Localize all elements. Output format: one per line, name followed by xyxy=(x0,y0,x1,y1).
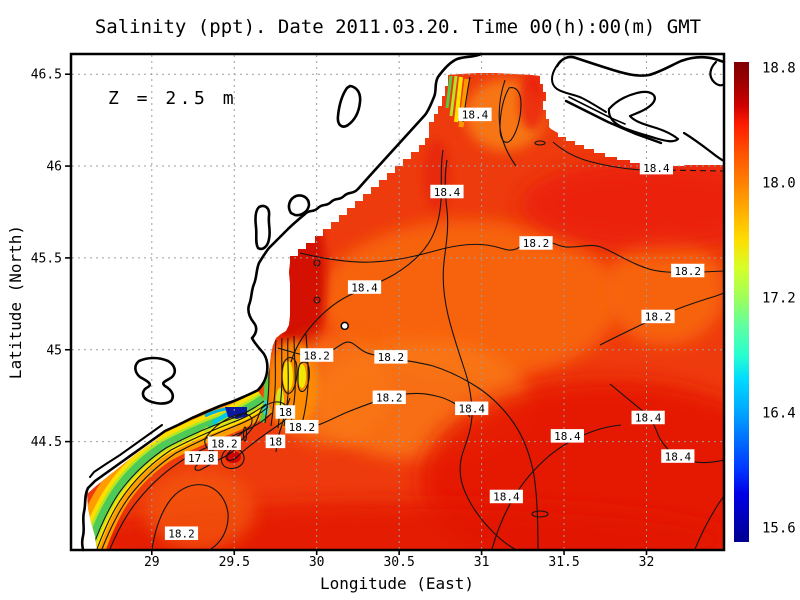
station-marker xyxy=(340,321,349,331)
y-tick-label: 46.5 xyxy=(31,68,62,83)
colorbar-labels: 18.8 18.0 17.2 16.4 15.6 xyxy=(762,61,796,537)
contour-label: 18.4 xyxy=(661,449,695,463)
svg-text:18.4: 18.4 xyxy=(351,281,378,294)
y-tick-label: 45 xyxy=(46,343,62,358)
svg-text:18.4: 18.4 xyxy=(635,412,662,425)
contour-label: 18.4 xyxy=(639,160,673,175)
svg-text:18: 18 xyxy=(269,436,282,449)
spit-tendra-2 xyxy=(568,96,626,125)
x-tick-label: 31.5 xyxy=(548,555,579,570)
contour-label: 18.2 xyxy=(207,436,241,450)
x-axis-title: Longitude (East) xyxy=(320,574,474,593)
svg-text:18.2: 18.2 xyxy=(211,437,238,450)
y-axis-title: Latitude (North) xyxy=(6,225,25,379)
contour-label: 18.4 xyxy=(458,107,492,122)
contour-label: 18.4 xyxy=(347,280,382,294)
svg-text:18.2: 18.2 xyxy=(303,349,330,362)
svg-text:18.4: 18.4 xyxy=(493,491,520,504)
axis-tick-labels: 29 29.5 30 30.5 31 31.5 32 44.5 45 45.5 46 46.5 xyxy=(31,68,655,570)
svg-text:18.4: 18.4 xyxy=(554,430,581,443)
colorbar-tick-label: 16.4 xyxy=(762,406,796,422)
grid-lines xyxy=(72,55,723,549)
x-tick-label: 31 xyxy=(474,555,490,570)
y-tick-label: 44.5 xyxy=(31,435,62,450)
contour-label: 18 xyxy=(275,405,296,419)
svg-text:18.4: 18.4 xyxy=(458,403,485,416)
contour-label: 18.2 xyxy=(164,526,199,540)
contour-label: 18.4 xyxy=(455,401,489,416)
svg-text:18.2: 18.2 xyxy=(523,237,550,250)
depth-annotation: Z = 2.5 m xyxy=(108,88,237,109)
svg-text:18.4: 18.4 xyxy=(462,109,489,122)
svg-text:17.8: 17.8 xyxy=(188,452,215,465)
contour-label: 18.4 xyxy=(631,410,665,425)
contour-label: 18.4 xyxy=(550,429,584,443)
x-tick-label: 30 xyxy=(309,555,325,570)
x-tick-label: 29 xyxy=(144,555,160,570)
contour-label: 18.2 xyxy=(285,419,319,434)
colorbar-gradient xyxy=(734,62,749,542)
svg-text:18.4: 18.4 xyxy=(643,162,670,175)
contour-label: 18.4 xyxy=(430,184,464,199)
svg-text:18.4: 18.4 xyxy=(434,186,461,199)
y-tick-label: 46 xyxy=(46,160,62,175)
colorbar-tick-label: 18.0 xyxy=(762,176,796,192)
station-marker-dot xyxy=(340,321,349,331)
x-tick-label: 29.5 xyxy=(219,555,250,570)
contour-label: 17.8 xyxy=(184,451,218,465)
lake-3 xyxy=(254,204,272,251)
svg-text:18: 18 xyxy=(279,406,292,419)
x-tick-label: 32 xyxy=(639,555,655,570)
spit-tendra-1 xyxy=(564,99,663,145)
lagoon-loop xyxy=(607,90,680,143)
colorbar-tick-label: 18.8 xyxy=(762,61,796,77)
colorbar-tick-label: 17.2 xyxy=(762,291,796,307)
contour-label: 18.2 xyxy=(300,348,334,362)
contour-labels: 18.4 18.4 18.4 18.2 18.2 18.4 18.2 18.2 18.2 18.2… xyxy=(164,107,705,540)
coastline-spit xyxy=(89,424,163,478)
y-tick-label: 45.5 xyxy=(31,251,62,266)
contour-label: 18.2 xyxy=(519,236,553,250)
plot-frame xyxy=(69,52,726,552)
lake-1 xyxy=(336,84,362,128)
colorbar-tick-label: 15.6 xyxy=(762,521,796,537)
coast-east-bit xyxy=(682,131,726,163)
coast-corner-hook xyxy=(709,60,726,87)
contour-label: 18.2 xyxy=(671,263,705,278)
liman-shore xyxy=(551,66,607,113)
coastline xyxy=(80,52,726,552)
coastline-west xyxy=(80,52,483,552)
contour-label: 18.2 xyxy=(641,309,675,324)
colorbar xyxy=(734,62,749,542)
svg-text:18.2: 18.2 xyxy=(289,421,316,434)
salinity-shading xyxy=(87,74,724,550)
lagoon-complex xyxy=(134,356,177,405)
lake-2 xyxy=(287,194,311,217)
axis-ticks xyxy=(65,73,648,555)
page-title: Salinity (ppt). Date 2011.03.20. Time 00… xyxy=(95,16,701,38)
coastline-northeast xyxy=(555,55,726,77)
contour-label: 18.2 xyxy=(374,350,408,364)
svg-text:18.2: 18.2 xyxy=(168,527,195,540)
x-tick-label: 30.5 xyxy=(383,555,414,570)
svg-text:18.2: 18.2 xyxy=(674,265,701,278)
svg-text:18.2: 18.2 xyxy=(645,311,672,324)
svg-text:18.2: 18.2 xyxy=(376,392,403,405)
svg-text:18.4: 18.4 xyxy=(665,450,692,463)
svg-text:18.2: 18.2 xyxy=(378,351,405,364)
contour-label: 18.4 xyxy=(489,489,523,504)
contour-label: 18.2 xyxy=(372,390,406,405)
contour-label: 18 xyxy=(265,434,286,449)
